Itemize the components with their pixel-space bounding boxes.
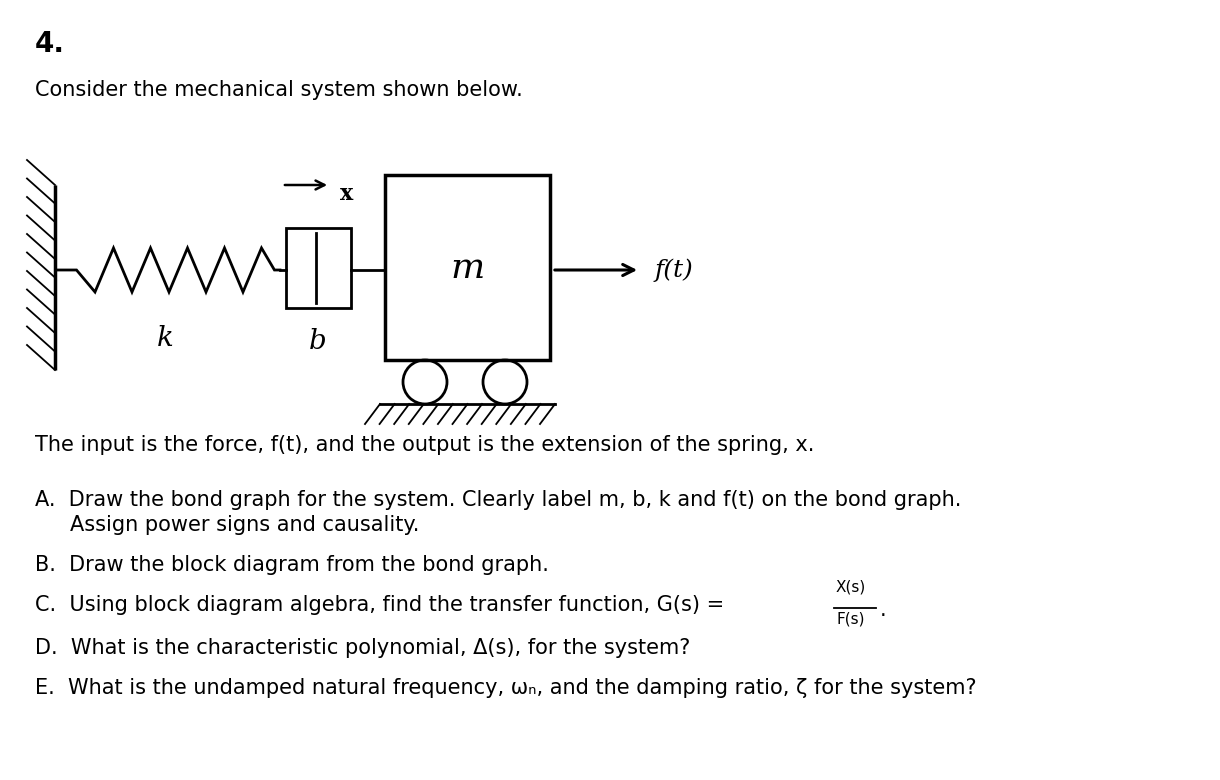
Text: .: . bbox=[880, 600, 887, 620]
Text: X(s): X(s) bbox=[836, 579, 866, 594]
Text: C.  Using block diagram algebra, find the transfer function, G(s) =: C. Using block diagram algebra, find the… bbox=[35, 595, 731, 615]
Text: 4.: 4. bbox=[35, 30, 65, 58]
Text: B.  Draw the block diagram from the bond graph.: B. Draw the block diagram from the bond … bbox=[35, 555, 549, 575]
Text: Assign power signs and causality.: Assign power signs and causality. bbox=[70, 515, 420, 535]
Text: The input is the force, f(t), and the output is the extension of the spring, x.: The input is the force, f(t), and the ou… bbox=[35, 435, 815, 455]
Text: b: b bbox=[309, 328, 327, 355]
Polygon shape bbox=[386, 175, 550, 360]
Text: m: m bbox=[450, 250, 484, 285]
Text: E.  What is the undamped natural frequency, ωₙ, and the damping ratio, ζ for the: E. What is the undamped natural frequenc… bbox=[35, 678, 977, 698]
Text: A.  Draw the bond graph for the system. Clearly label m, b, k and f(t) on the bo: A. Draw the bond graph for the system. C… bbox=[35, 490, 961, 510]
Text: x: x bbox=[340, 183, 354, 205]
Text: Consider the mechanical system shown below.: Consider the mechanical system shown bel… bbox=[35, 80, 522, 100]
Text: F(s): F(s) bbox=[836, 611, 865, 626]
Text: D.  What is the characteristic polynomial, Δ(s), for the system?: D. What is the characteristic polynomial… bbox=[35, 638, 691, 658]
Text: f(t): f(t) bbox=[655, 258, 694, 282]
Text: k: k bbox=[156, 325, 173, 352]
